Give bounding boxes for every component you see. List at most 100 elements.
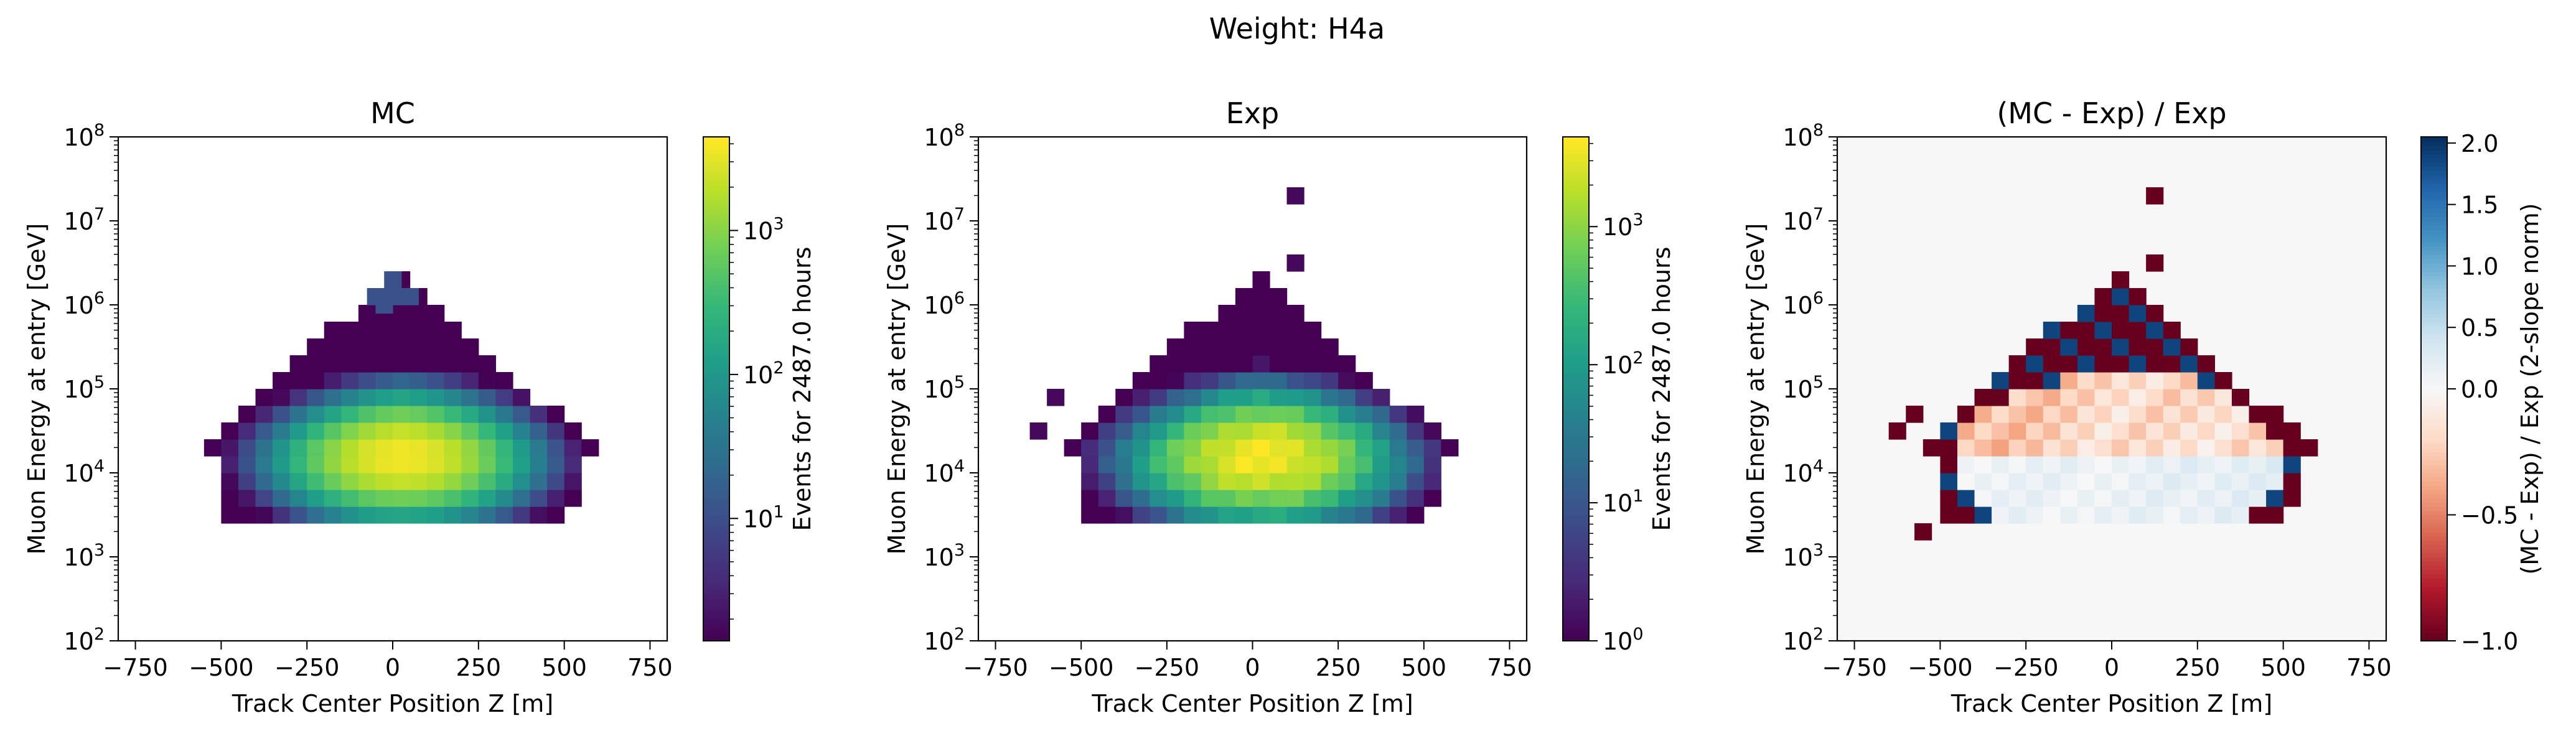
heatmap-cell: [512, 506, 531, 524]
colorbar-segment: [703, 174, 729, 180]
heatmap-cell: [461, 338, 479, 356]
heatmap-cell: [2008, 372, 2026, 389]
heatmap-cell: [2008, 406, 2026, 423]
heatmap-cell: [2283, 422, 2301, 440]
heatmap-cell: [2197, 490, 2215, 507]
heatmap-cell: [2043, 406, 2061, 423]
heatmap-cell: [2129, 456, 2147, 473]
y-tick-exponent: 2: [954, 625, 965, 644]
colorbar-segment: [1563, 338, 1589, 343]
heatmap-cell: [1321, 439, 1339, 457]
heatmap-cell: [2146, 406, 2164, 423]
y-tick-exponent: 3: [954, 541, 965, 560]
heatmap-cell: [1355, 439, 1373, 457]
colorbar-tick-base: 10: [1603, 628, 1632, 655]
heatmap-cell: [1081, 490, 1099, 507]
heatmap-cell: [2129, 288, 2147, 305]
colorbar-segment: [703, 409, 729, 415]
colorbar-segment: [1563, 443, 1589, 449]
colorbar-tick-label: 1.5: [2461, 192, 2498, 219]
heatmap-cell: [358, 355, 377, 373]
colorbar-segment: [2421, 195, 2447, 201]
colorbar-segment: [2421, 334, 2447, 339]
heatmap-cell: [1150, 473, 1168, 490]
heatmap-cell: [1338, 490, 1356, 507]
heatmap-cell: [2266, 490, 2284, 507]
colorbar-segment: [703, 334, 729, 339]
heatmap-cell: [2249, 490, 2267, 507]
colorbar-segment: [1563, 624, 1589, 629]
heatmap-cell: [2112, 422, 2130, 440]
heatmap-cell: [495, 506, 513, 524]
y-tick-exponent: 2: [1813, 625, 1824, 644]
heatmap-cell: [238, 406, 256, 423]
x-tick-label: −750: [1822, 654, 1886, 681]
colorbar-segment: [1563, 447, 1589, 453]
colorbar-segment: [1563, 389, 1589, 394]
heatmap-cell: [495, 490, 513, 507]
heatmap-cell: [324, 355, 342, 373]
heatmap-cell: [1098, 490, 1116, 507]
heatmap-cell: [1235, 439, 1253, 457]
heatmap-cell: [307, 372, 325, 389]
colorbar-segment: [1563, 351, 1589, 356]
heatmap-cell: [255, 473, 273, 490]
heatmap-cell: [444, 372, 462, 389]
colorbar-segment: [703, 561, 729, 566]
heatmap-cell: [1304, 506, 1322, 524]
heatmap-cell: [1235, 422, 1253, 440]
heatmap-cell: [1252, 305, 1270, 322]
colorbar-segment: [703, 557, 729, 562]
heatmap-cell: [1166, 338, 1184, 356]
heatmap-cell: [273, 372, 291, 389]
heatmap-cell: [1218, 439, 1236, 457]
heatmap-cell: [1270, 322, 1288, 339]
colorbar-segment: [1563, 368, 1589, 373]
heatmap-cell: [1441, 439, 1459, 457]
heatmap-cell: [410, 338, 428, 356]
heatmap-cell: [324, 422, 342, 440]
heatmap-cell: [1166, 473, 1184, 490]
heatmap-cell: [1184, 338, 1202, 356]
heatmap-cell: [1355, 372, 1373, 389]
heatmap-cell: [221, 473, 239, 490]
colorbar-segment: [2421, 301, 2447, 305]
heatmap-cell: [307, 506, 325, 524]
heatmap-cell: [221, 490, 239, 507]
colorbar-segment: [703, 439, 729, 444]
heatmap-cell: [1992, 473, 2010, 490]
colorbar-segment: [1563, 317, 1589, 322]
heatmap-cell: [1407, 473, 1425, 490]
heatmap-cell: [393, 322, 411, 339]
heatmap-cell: [2077, 490, 2096, 507]
heatmap-cell: [1132, 473, 1150, 490]
colorbar-segment: [2421, 611, 2447, 617]
heatmap-cell: [1423, 456, 1441, 473]
heatmap-cell: [2180, 338, 2198, 356]
heatmap-cell: [427, 506, 445, 524]
heatmap-cell: [358, 456, 377, 473]
colorbar-tick-exponent: 1: [773, 502, 784, 521]
heatmap-cell: [478, 439, 496, 457]
y-tick-base: 10: [1782, 124, 1812, 151]
colorbar-segment: [703, 473, 729, 478]
colorbar-segment: [2421, 368, 2447, 373]
colorbar-frame: [1562, 136, 1590, 641]
colorbar-segment: [2421, 342, 2447, 348]
colorbar-tick-label: 103: [743, 214, 784, 245]
heatmap-cell: [307, 406, 325, 423]
colorbar-segment: [703, 157, 729, 163]
colorbar-segment: [1563, 284, 1589, 289]
colorbar-segment: [2421, 250, 2447, 255]
colorbar-segment: [703, 191, 729, 197]
colorbar-segment: [703, 569, 729, 574]
heatmap-cell: [2146, 439, 2164, 457]
heatmap-cell: [2129, 490, 2147, 507]
heatmap-cell: [478, 422, 496, 440]
heatmap-cell: [1184, 389, 1202, 406]
colorbar-segment: [703, 301, 729, 305]
heatmap-cell: [2180, 406, 2198, 423]
heatmap-cell: [427, 338, 445, 356]
